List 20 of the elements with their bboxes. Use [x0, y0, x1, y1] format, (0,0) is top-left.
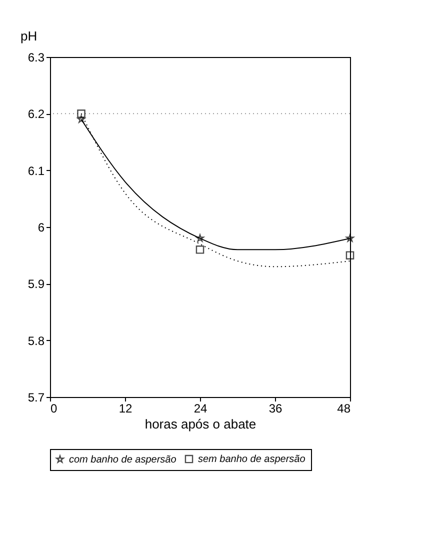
point: [346, 251, 354, 260]
y-tick-label: 5.8: [28, 334, 45, 348]
legend-label: sem banho de aspersão: [198, 454, 306, 466]
point: [77, 115, 86, 123]
x-tick-label: 36: [268, 402, 282, 416]
y-tick-label: 5.9: [28, 277, 45, 292]
y-axis-title: pH: [20, 28, 38, 44]
x-axis-title: horas após o abate: [144, 416, 256, 432]
y-tick-label: 6.3: [28, 50, 45, 64]
y-tick-label: 6.1: [28, 164, 45, 178]
y-tick-label: 6: [38, 220, 45, 234]
y-tick-label: 6.2: [28, 107, 45, 122]
point: [77, 110, 86, 118]
legend-label: com banho de aspersão: [69, 454, 177, 466]
x-tick-label: 24: [194, 402, 208, 416]
point: [196, 246, 204, 254]
x-tick-label: 12: [118, 402, 132, 416]
x-tick-label: 0: [50, 402, 58, 416]
x-tick-label: 48: [337, 402, 351, 416]
y-tick-label: 5.7: [28, 390, 45, 404]
